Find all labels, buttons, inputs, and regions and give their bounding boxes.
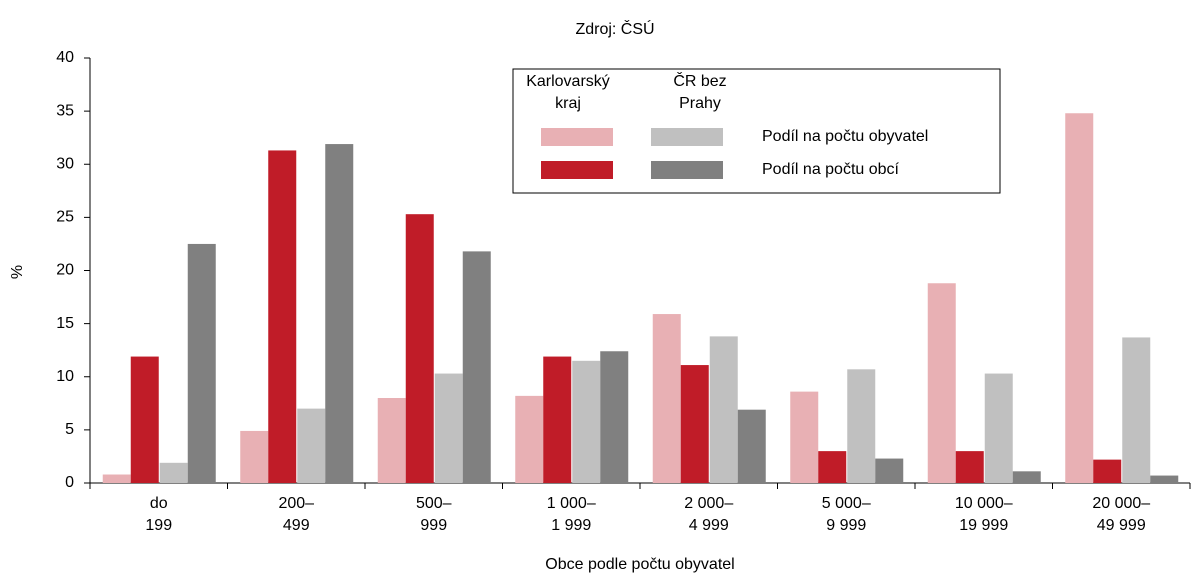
- bar: [297, 408, 326, 483]
- bar: [543, 356, 572, 483]
- bar: [652, 314, 681, 483]
- x-tick-label: do 199: [145, 495, 172, 534]
- legend-row: Podíl na počtu obyvatel: [762, 128, 928, 145]
- bar: [709, 336, 738, 483]
- bar: [955, 451, 984, 483]
- bar: [927, 283, 956, 483]
- bar: [515, 395, 544, 483]
- y-tick-label: 30: [56, 155, 74, 172]
- bar: [1150, 475, 1179, 483]
- bar: [377, 398, 406, 483]
- chart-title: Zdroj: ČSÚ: [575, 19, 654, 38]
- bar: [462, 251, 491, 483]
- bar: [1065, 113, 1094, 483]
- bar: [847, 369, 876, 483]
- y-axis-label: %: [9, 265, 26, 279]
- y-tick-label: 15: [56, 315, 74, 332]
- legend-swatch: [651, 161, 723, 179]
- bar: [434, 373, 463, 483]
- x-axis-label: Obce podle počtu obyvatel: [545, 556, 734, 573]
- bar: [790, 391, 819, 483]
- bar: [130, 356, 159, 483]
- y-tick-label: 20: [56, 262, 74, 279]
- bar: [984, 373, 1013, 483]
- bar: [1093, 459, 1122, 483]
- bar: [818, 451, 847, 483]
- legend-column: ČR bez Prahy: [673, 71, 726, 112]
- y-tick-label: 0: [65, 474, 74, 491]
- bar: [680, 365, 709, 483]
- bar: [405, 214, 434, 483]
- y-tick-label: 5: [65, 421, 74, 438]
- y-tick-label: 10: [56, 368, 74, 385]
- bar: [737, 409, 766, 483]
- x-tick-label: 2 000– 4 999: [684, 495, 733, 534]
- legend-swatch: [651, 128, 723, 146]
- bar: [572, 360, 601, 483]
- bar: [1122, 337, 1151, 483]
- bar: [875, 458, 904, 483]
- legend-row: Podíl na počtu obcí: [762, 161, 900, 178]
- bar: [600, 351, 629, 483]
- x-tick-label: 200– 499: [278, 495, 314, 534]
- x-tick-label: 1 000– 1 999: [547, 495, 596, 534]
- legend-column: Karlovarský kraj: [526, 73, 610, 112]
- legend-swatch: [541, 161, 613, 179]
- bar: [1012, 471, 1041, 483]
- legend-swatch: [541, 128, 613, 146]
- y-tick-label: 25: [56, 209, 74, 226]
- y-tick-label: 35: [56, 102, 74, 119]
- bar: [102, 474, 131, 483]
- y-tick-label: 40: [56, 49, 74, 66]
- x-tick-label: 500– 999: [416, 495, 452, 534]
- bar: [159, 462, 188, 483]
- x-tick-label: 5 000– 9 999: [822, 495, 871, 534]
- bar: [268, 150, 297, 483]
- bar: [187, 243, 216, 483]
- x-tick-label: 10 000– 19 999: [955, 495, 1013, 534]
- bar: [240, 430, 269, 483]
- bar: [325, 144, 354, 483]
- x-tick-label: 20 000– 49 999: [1092, 495, 1150, 534]
